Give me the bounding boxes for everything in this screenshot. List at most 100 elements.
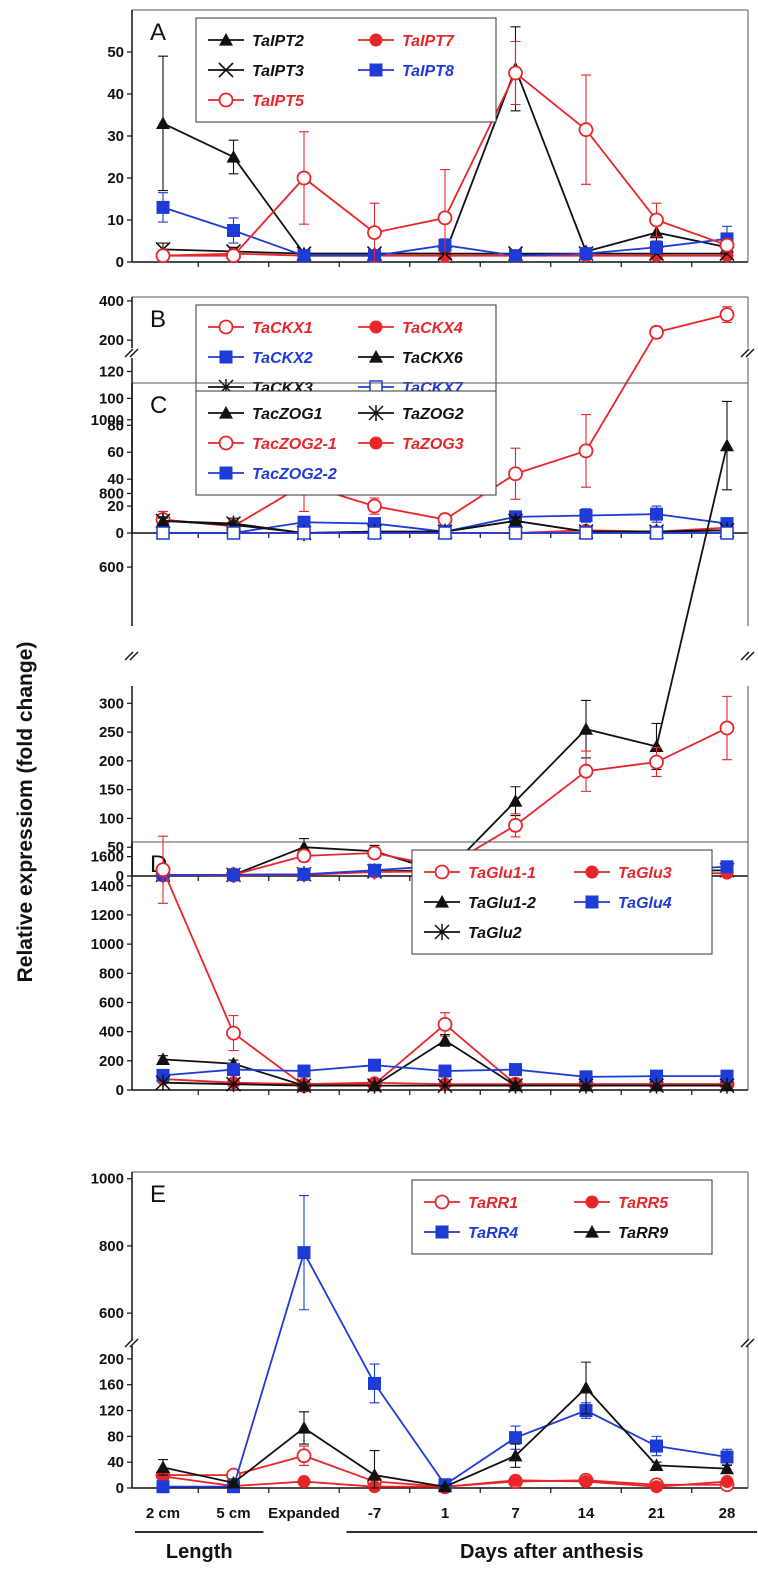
y-tick-label: 800	[99, 485, 124, 502]
legend-marker	[219, 33, 233, 46]
y-tick-label: 40	[107, 1454, 124, 1471]
data-point	[579, 509, 593, 522]
legend-label: TaGlu1-2	[468, 895, 536, 912]
y-tick-label: 100	[99, 810, 124, 827]
data-point	[720, 1461, 734, 1475]
x-tick-label: 2 cm	[146, 1505, 180, 1522]
y-tick-label: 600	[99, 559, 124, 576]
data-point	[367, 1468, 382, 1481]
legend-marker	[585, 895, 599, 909]
y-tick-label: 30	[107, 128, 124, 145]
legend-marker	[218, 62, 234, 78]
data-point	[156, 1480, 170, 1494]
data-point	[155, 862, 171, 878]
legend-label: TaIPT7	[402, 33, 455, 50]
y-tick-label: 400	[99, 1024, 124, 1041]
axis-break-mark	[740, 348, 755, 358]
legend-label: TacZOG2-1	[252, 436, 337, 453]
data-point	[650, 1439, 663, 1453]
y-tick-label: 50	[107, 44, 124, 61]
data-point	[156, 116, 170, 129]
data-point	[438, 1033, 452, 1046]
legend-marker	[434, 864, 450, 880]
data-point	[509, 1473, 522, 1487]
data-point	[297, 526, 311, 540]
panel-d: 02004006008001000120014001600DTaGlu1-1Ta…	[91, 835, 749, 1099]
legend-marker	[585, 865, 599, 879]
data-point	[156, 1469, 170, 1483]
data-point	[578, 122, 594, 138]
legend-label: TaIPT2	[252, 33, 304, 50]
data-point	[296, 170, 312, 186]
data-point	[579, 1070, 593, 1084]
x-tick-label: 7	[511, 1505, 519, 1522]
x-tick-label: 28	[719, 1505, 736, 1522]
data-point	[649, 1458, 664, 1472]
legend-marker	[435, 895, 449, 908]
x-tick-label: -7	[368, 1505, 381, 1522]
legend-label: TaCKX6	[402, 350, 463, 367]
y-axis-label: Relative expressiom (fold change)	[14, 642, 37, 983]
data-point	[367, 498, 382, 514]
data-point	[650, 1069, 663, 1083]
series-TaGlu4	[156, 1058, 734, 1084]
series-line	[163, 1250, 728, 1488]
data-point	[297, 515, 311, 529]
legend-label: TaGlu3	[618, 865, 672, 882]
x-group-label: Days after anthesis	[460, 1541, 643, 1563]
axis-break-mark	[740, 1338, 755, 1348]
data-point	[155, 248, 171, 264]
y-tick-label: 160	[99, 1377, 124, 1394]
data-point	[719, 237, 735, 253]
data-point	[579, 1380, 593, 1394]
data-point	[226, 1475, 241, 1489]
data-point	[438, 1479, 452, 1493]
data-point	[578, 1077, 594, 1094]
data-point	[156, 1052, 170, 1065]
data-point	[649, 754, 664, 770]
y-tick-label: 800	[99, 965, 124, 982]
y-tick-label: 1600	[91, 849, 124, 866]
y-tick-label: 0	[116, 525, 124, 542]
data-point	[508, 1448, 523, 1462]
data-point	[720, 1450, 734, 1464]
panel-letter: C	[150, 392, 167, 419]
legend-marker	[368, 405, 384, 421]
data-point	[650, 240, 663, 254]
legend: TacZOG1 TaZOG2 TacZOG2-1 TaZOG3 TacZOG2-2	[195, 390, 497, 496]
legend-label: TaCKX4	[402, 320, 463, 337]
x-tick-label: 21	[648, 1505, 665, 1522]
data-point	[578, 763, 594, 779]
y-tick-label: 600	[99, 994, 124, 1011]
y-tick-label: 40	[107, 86, 124, 103]
data-point	[509, 249, 522, 263]
data-point	[720, 438, 734, 452]
data-point	[650, 1480, 663, 1494]
y-tick-label: 20	[107, 498, 124, 515]
legend-marker	[585, 1225, 599, 1238]
legend-marker	[218, 319, 234, 335]
y-tick-label: 100	[99, 390, 124, 407]
data-point	[650, 507, 663, 521]
legend-label: TaRR9	[618, 1225, 668, 1242]
y-tick-label: 200	[99, 753, 124, 770]
data-point	[720, 526, 734, 540]
y-tick-label: 600	[99, 1305, 124, 1322]
legend-marker	[435, 1225, 449, 1239]
legend-label: TaIPT5	[252, 93, 305, 110]
data-point	[437, 210, 453, 226]
data-point	[225, 1076, 242, 1093]
data-point	[296, 1077, 312, 1094]
data-point	[227, 1063, 240, 1077]
series-TaCKX7	[156, 526, 734, 540]
data-point	[649, 739, 664, 753]
y-tick-label: 200	[99, 332, 124, 349]
data-point	[508, 817, 523, 833]
x-tick-label: 14	[578, 1505, 595, 1522]
legend-marker	[218, 92, 234, 108]
data-point	[508, 794, 523, 807]
data-point	[227, 224, 240, 237]
